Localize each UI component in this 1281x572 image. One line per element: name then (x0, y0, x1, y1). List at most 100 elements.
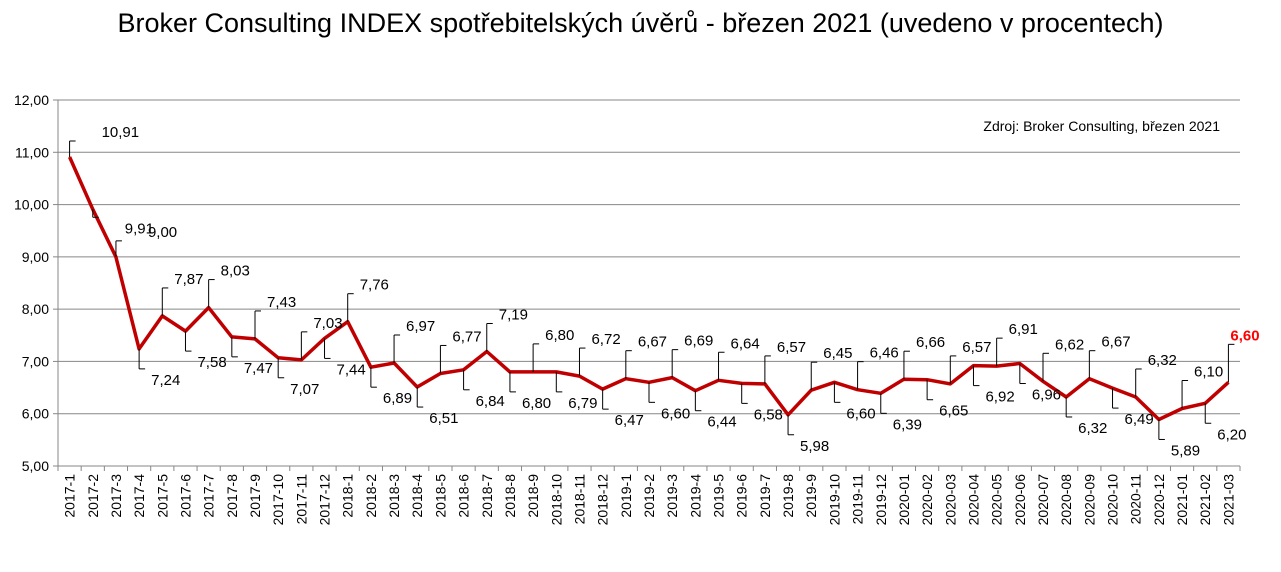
x-tick-label: 2019-12 (873, 474, 889, 526)
data-label: 5,89 (1171, 442, 1200, 459)
data-label: 6,60 (846, 405, 875, 422)
data-label: 6,72 (591, 331, 620, 348)
chart-title: Broker Consulting INDEX spotřebitelských… (117, 8, 1164, 38)
data-label: 7,43 (267, 294, 296, 311)
x-tick-label: 2017-6 (177, 474, 193, 518)
data-label: 6,96 (1032, 387, 1061, 404)
x-tick-label: 2019-2 (641, 474, 657, 518)
data-label: 6,62 (1055, 336, 1084, 353)
data-label: 6,58 (754, 406, 783, 423)
y-tick-label: 8,00 (22, 301, 49, 317)
x-tick-label: 2020-09 (1081, 474, 1097, 526)
gridlines (58, 99, 1240, 415)
x-tick-label: 2019-9 (803, 474, 819, 518)
data-label: 6,67 (638, 334, 667, 351)
x-tick-label: 2020-12 (1151, 474, 1167, 526)
data-label: 6,32 (1078, 420, 1107, 437)
x-tick-label: 2019-4 (687, 474, 703, 518)
data-label: 6,20 (1217, 426, 1246, 443)
x-tick-label: 2019-5 (711, 474, 727, 518)
x-tick-label: 2018-1 (340, 474, 356, 518)
x-tick-label: 2019-11 (850, 474, 866, 525)
y-tick-label: 12,00 (14, 92, 49, 108)
x-tick-labels: 2017-1 2017-2 2017-3 2017-4 2017-5 2017-6 2017… (62, 474, 1237, 526)
x-tick-label: 2018-7 (479, 474, 495, 518)
y-tick-label: 5,00 (22, 458, 49, 474)
data-label: 9,00 (148, 224, 177, 241)
data-label: 7,44 (337, 361, 366, 378)
data-label: 7,24 (151, 372, 180, 389)
data-label: 6,51 (429, 410, 458, 427)
x-tick-label: 2017-7 (201, 474, 217, 518)
data-label: 6,91 (1009, 321, 1038, 338)
data-label: 6,80 (545, 327, 574, 344)
x-tick-label: 2017-3 (108, 474, 124, 518)
x-tick-label: 2017-4 (131, 474, 147, 518)
data-label: 5,98 (800, 438, 829, 455)
data-label: 10,91 (102, 124, 140, 141)
x-tick-label: 2020-10 (1105, 474, 1121, 526)
x-tick-label: 2018-12 (595, 474, 611, 526)
y-tick-label: 10,00 (14, 197, 49, 213)
x-tick-label: 2017-5 (154, 474, 170, 518)
data-label: 7,07 (290, 381, 319, 398)
data-label: 6,45 (823, 345, 852, 362)
x-tick-label: 2017-12 (317, 474, 333, 526)
x-tick-label: 2020-01 (896, 474, 912, 526)
y-tick-label: 7,00 (22, 353, 49, 369)
data-label: 7,87 (174, 271, 203, 288)
x-tick-label: 2018-2 (363, 474, 379, 518)
series (68, 156, 1230, 422)
x-tick-label: 2020-02 (919, 474, 935, 526)
data-label: 6,79 (568, 395, 597, 412)
data-label: 6,47 (615, 412, 644, 429)
x-tick-label: 2017-1 (62, 474, 78, 518)
data-label: 6,44 (707, 414, 736, 431)
x-tick-label: 2018-6 (456, 474, 472, 518)
x-tick-label: 2019-10 (826, 474, 842, 526)
x-tick-label: 2019-8 (780, 474, 796, 518)
series-line (68, 156, 1230, 422)
x-tick-label: 2021-02 (1197, 474, 1213, 526)
label-leader-lines (69, 140, 1235, 440)
x-tick-label: 2020-07 (1035, 474, 1051, 526)
data-label: 7,76 (360, 277, 389, 294)
data-label: 7,47 (244, 360, 273, 377)
x-tick-label: 2019-7 (757, 474, 773, 518)
data-label: 6,64 (731, 335, 760, 352)
x-tick-label: 2019-3 (664, 474, 680, 518)
y-tick-label: 9,00 (22, 249, 49, 265)
data-labels: 10,91 9,919,00 7,24 7,87 7,58 8,03 7,47 7,43 7,0… (102, 124, 1260, 459)
axes (53, 99, 1241, 471)
x-tick-label: 2019-1 (618, 474, 634, 518)
data-label: 6,69 (684, 333, 713, 350)
x-tick-label: 2018-10 (548, 474, 564, 526)
data-label: 6,57 (962, 339, 991, 356)
data-label: 6,89 (383, 390, 412, 407)
x-tick-label: 2017-2 (85, 474, 101, 518)
x-tick-label: 2018-5 (432, 474, 448, 518)
data-label: 6,65 (939, 403, 968, 420)
data-label: 7,19 (499, 306, 528, 323)
x-tick-label: 2021-03 (1220, 474, 1236, 526)
data-label: 6,60 (661, 405, 690, 422)
x-tick-label: 2019-6 (734, 474, 750, 518)
data-label: 6,80 (522, 395, 551, 412)
data-label: 6,57 (777, 339, 806, 356)
data-label: 6,49 (1125, 411, 1154, 428)
x-tick-label: 2020-11 (1128, 474, 1144, 525)
x-tick-label: 2018-9 (525, 474, 541, 518)
x-tick-label: 2017-8 (224, 474, 240, 518)
data-label: 9,91 (125, 220, 154, 237)
data-label: 6,39 (893, 416, 922, 433)
data-label: 6,77 (452, 328, 481, 345)
x-tick-label: 2018-3 (386, 474, 402, 518)
data-label: 6,46 (870, 345, 899, 362)
y-tick-labels: 5,00 6,00 7,00 8,00 9,00 10,00 11,00 12,00 (14, 92, 49, 474)
data-label: 6,97 (406, 318, 435, 335)
y-tick-label: 11,00 (15, 144, 49, 160)
data-label: 6,32 (1148, 352, 1177, 369)
y-tick-label: 6,00 (22, 406, 49, 422)
x-tick-label: 2018-8 (502, 474, 518, 518)
